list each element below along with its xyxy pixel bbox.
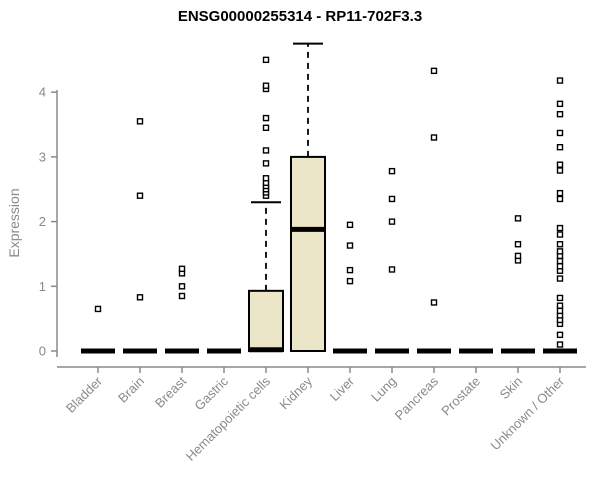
x-tick-label-lung: Lung xyxy=(368,374,399,405)
outlier-point xyxy=(556,110,564,118)
outlier-point xyxy=(556,161,564,168)
x-tick-label-kidney: Kidney xyxy=(276,373,315,412)
outlier-point xyxy=(556,129,564,137)
outlier-point xyxy=(556,241,564,248)
x-tick-label-breast: Breast xyxy=(152,373,189,410)
outlier-point xyxy=(556,263,564,270)
x-tick-label-gastric: Gastric xyxy=(191,373,231,413)
outlier-point xyxy=(556,167,564,174)
outlier-point xyxy=(430,299,438,306)
outlier-point xyxy=(514,252,522,260)
box-hematopoietic-cells xyxy=(248,289,284,353)
outlier-point xyxy=(556,257,564,265)
outlier-point xyxy=(556,189,564,197)
outlier-point xyxy=(262,114,270,122)
outlier-point xyxy=(262,175,270,182)
outlier-point xyxy=(556,248,564,255)
outlier-point xyxy=(430,67,438,75)
outlier-point xyxy=(136,192,144,199)
outlier-point xyxy=(136,294,144,301)
outlier-point xyxy=(178,292,186,300)
outlier-point xyxy=(388,218,396,225)
outlier-point xyxy=(388,195,396,203)
outlier-point xyxy=(556,331,564,339)
outlier-point xyxy=(514,215,522,222)
x-tick-label-bladder: Bladder xyxy=(63,373,106,416)
y-tick-label: 4 xyxy=(39,85,46,100)
outlier-point xyxy=(262,82,270,89)
x-tick-label-brain: Brain xyxy=(115,374,147,406)
outlier-point xyxy=(346,277,354,285)
x-tick-label-pancreas: Pancreas xyxy=(392,373,442,423)
outlier-point xyxy=(262,147,270,154)
box-kidney xyxy=(290,155,326,352)
x-tick-label-skin: Skin xyxy=(497,374,525,402)
outlier-point xyxy=(556,294,564,302)
outlier-point xyxy=(346,221,354,229)
outlier-point xyxy=(262,160,270,167)
x-tick-label-prostate: Prostate xyxy=(438,374,483,419)
outlier-point xyxy=(346,266,354,274)
y-tick-label: 0 xyxy=(39,344,46,359)
y-tick-label: 3 xyxy=(39,149,46,164)
outlier-point xyxy=(556,77,564,84)
outlier-point xyxy=(556,307,564,315)
outlier-point xyxy=(346,242,354,249)
outlier-point xyxy=(388,266,396,273)
outlier-point xyxy=(262,124,270,131)
y-tick-label: 2 xyxy=(39,214,46,229)
outlier-point xyxy=(262,56,270,64)
outlier-point xyxy=(556,195,564,203)
outlier-point xyxy=(514,241,522,248)
outlier-point xyxy=(556,302,564,309)
outlier-point xyxy=(178,283,186,290)
outlier-point xyxy=(556,224,564,232)
outlier-point xyxy=(556,100,564,108)
outlier-point xyxy=(556,231,564,238)
y-tick-label: 1 xyxy=(39,279,46,294)
outlier-point xyxy=(178,265,186,273)
outlier-point xyxy=(136,118,144,125)
outlier-point xyxy=(556,143,564,151)
chart-title: ENSG00000255314 - RP11-702F3.3 xyxy=(177,8,423,25)
outlier-point xyxy=(556,275,564,282)
outlier-point xyxy=(430,134,438,141)
outlier-point xyxy=(556,341,564,348)
x-tick-label-liver: Liver xyxy=(327,373,358,404)
x-tick-label-unknown-other: Unknown / Other xyxy=(488,373,568,453)
outlier-point xyxy=(388,167,396,175)
outlier-point xyxy=(94,305,102,313)
